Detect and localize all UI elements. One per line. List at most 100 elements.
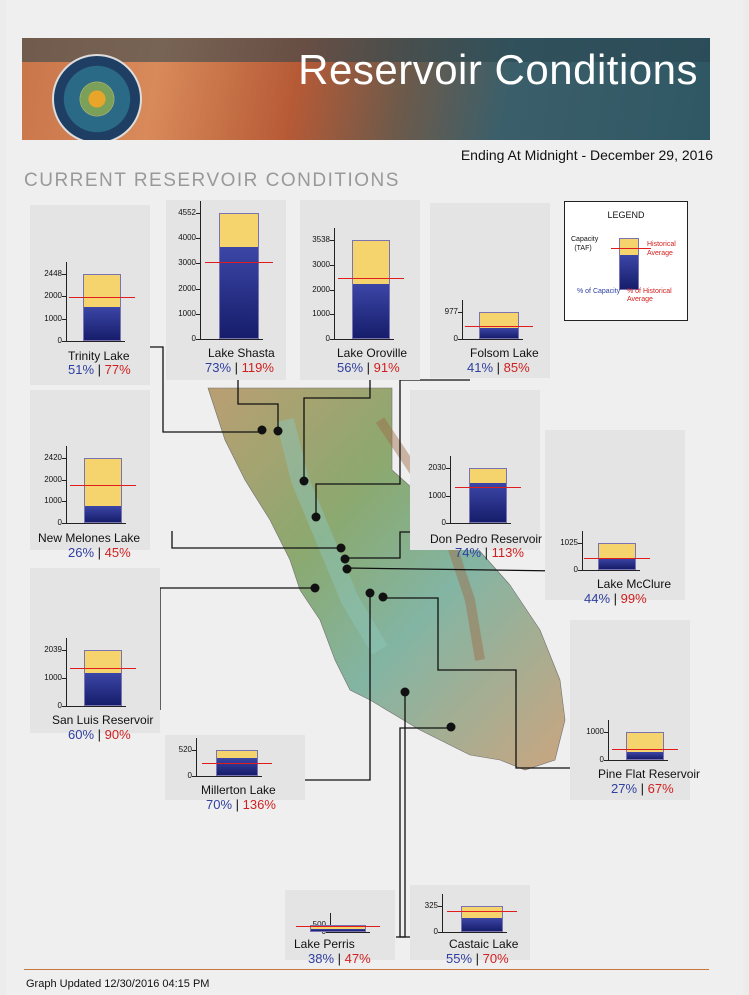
y-tick-label: 0 — [57, 701, 62, 710]
y-tick-label: 2000 — [44, 291, 62, 301]
historical-average-line — [69, 296, 135, 298]
legend-pct-historical-label: % of Historical Average — [627, 288, 672, 303]
connector-folsom — [315, 379, 470, 516]
chart-y-axis — [66, 446, 67, 523]
reservoir-percentages: 60% | 90% — [68, 727, 131, 742]
y-tick-label: 1000 — [44, 496, 62, 506]
y-tick — [196, 288, 200, 290]
storage-bar-fill — [85, 505, 121, 522]
pct-separator: | — [637, 781, 648, 796]
storage-bar-fill — [627, 751, 663, 759]
historical-average-line — [70, 485, 136, 487]
marker-shasta — [273, 426, 283, 436]
pct-of-capacity: 73% — [205, 360, 232, 375]
reservoir-percentages: 55% | 70% — [446, 951, 509, 966]
y-tick-label: 0 — [191, 334, 196, 343]
connector-mcclure — [346, 567, 561, 572]
seal-emblem — [80, 82, 114, 116]
pct-separator: | — [334, 951, 345, 966]
capacity-tick-label: 1000 — [586, 727, 604, 736]
capacity-tick — [578, 543, 582, 544]
pct-of-historical-average: 67% — [647, 781, 674, 796]
storage-bar-fill — [311, 929, 365, 931]
capacity-tick-label: 4552 — [178, 208, 196, 217]
capacity-tick — [196, 213, 200, 214]
pct-of-capacity: 27% — [611, 781, 638, 796]
y-tick — [62, 501, 66, 503]
reservoir-percentages: 56% | 91% — [337, 360, 400, 375]
header-banner: Reservoir Conditions — [22, 38, 710, 140]
chart-y-axis — [66, 638, 67, 706]
reservoir-percentages: 73% | 119% — [205, 360, 274, 375]
capacity-tick — [604, 732, 608, 733]
capacity-bar — [352, 240, 390, 339]
reservoir-name: Trinity Lake — [68, 349, 130, 363]
y-tick — [62, 318, 66, 320]
capacity-bar — [219, 213, 259, 339]
connector-donpedro — [345, 531, 412, 559]
connector-sanluis — [159, 587, 315, 710]
y-tick — [62, 479, 66, 481]
capacity-tick — [446, 468, 450, 469]
capacity-bar — [469, 468, 507, 523]
pct-of-capacity: 44% — [584, 591, 611, 606]
capacity-tick-label: 2030 — [428, 463, 446, 472]
pct-of-historical-average: 70% — [482, 951, 509, 966]
legend-title: LEGEND — [607, 210, 645, 220]
historical-average-line — [455, 487, 521, 489]
pct-separator: | — [94, 545, 105, 560]
y-tick-label: 0 — [433, 927, 438, 936]
chart-baseline — [462, 339, 523, 340]
capacity-bar — [461, 906, 503, 932]
historical-average-line — [584, 558, 650, 560]
y-tick-label: 1000 — [178, 308, 196, 318]
reservoir-name: Pine Flat Reservoir — [598, 767, 701, 781]
capacity-tick-label: 2448 — [44, 269, 62, 278]
chart-baseline — [330, 932, 370, 933]
page-title: Reservoir Conditions — [298, 46, 698, 93]
y-tick — [330, 314, 334, 316]
legend-pct-capacity-label: % of Capacity — [577, 288, 621, 295]
storage-bar-fill — [85, 672, 121, 705]
pct-of-capacity: 74% — [455, 545, 482, 560]
chart-y-axis — [582, 531, 583, 570]
historical-average-line — [202, 762, 272, 764]
reservoir-name: Lake Oroville — [337, 346, 408, 360]
y-tick — [458, 339, 462, 340]
storage-bar-fill — [599, 558, 635, 569]
capacity-bar — [83, 274, 121, 341]
marker-sanluis — [310, 583, 320, 593]
capacity-bar — [310, 925, 366, 932]
y-tick-label: 1000 — [312, 309, 330, 319]
pct-separator: | — [94, 727, 105, 742]
marker-castaic — [446, 722, 456, 732]
pct-separator: | — [472, 951, 483, 966]
pct-of-capacity: 41% — [467, 360, 494, 375]
reservoir-name: New Melones Lake — [38, 531, 141, 545]
y-tick — [192, 776, 196, 777]
y-tick — [330, 264, 334, 266]
y-tick — [196, 263, 200, 265]
chart-y-axis — [334, 228, 335, 339]
chart-baseline — [334, 339, 394, 340]
connector-newmelones — [171, 531, 341, 549]
y-tick-label: 2000 — [178, 283, 196, 293]
reservoir-name: San Luis Reservoir — [52, 713, 154, 727]
pct-of-historical-average: 119% — [241, 360, 274, 375]
y-tick — [438, 932, 442, 933]
y-tick-label: 0 — [325, 334, 330, 343]
storage-bar-fill — [217, 758, 257, 775]
marker-pineflat — [378, 592, 388, 602]
pct-of-capacity: 70% — [206, 797, 233, 812]
y-tick-label: 0 — [57, 518, 62, 527]
historical-average-line — [612, 748, 678, 750]
historical-average-line — [465, 325, 533, 327]
capacity-tick — [192, 750, 196, 751]
y-tick — [604, 760, 608, 761]
storage-bar-fill — [220, 247, 258, 338]
pct-of-capacity: 56% — [337, 360, 364, 375]
y-tick — [62, 296, 66, 298]
reservoir-percentages: 70% | 136% — [206, 797, 276, 812]
y-tick-label: 1000 — [44, 313, 62, 323]
